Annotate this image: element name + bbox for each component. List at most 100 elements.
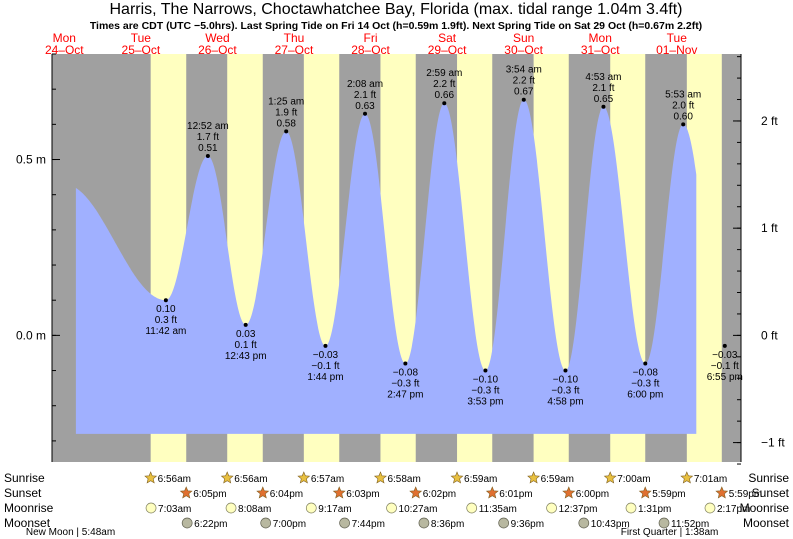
low-tide-time: 2:47 pm	[387, 390, 423, 401]
high-tide-point	[681, 122, 686, 127]
low-tide-time: 11:42 am	[145, 326, 186, 337]
day-of-week-label: Tue	[667, 31, 688, 45]
moonset-time: 11:52pm	[671, 519, 709, 530]
sunset-icon	[638, 486, 652, 499]
chart-title: Harris, The Narrows, Choctawhatchee Bay,…	[110, 1, 683, 18]
moonrise-icon	[305, 502, 317, 514]
sunrise-time: 6:59am	[464, 474, 497, 485]
high-tide-point	[601, 104, 606, 109]
sunset-icon	[256, 486, 270, 499]
sunrise-time: 6:57am	[311, 474, 344, 485]
left-axis-label: 0.5 m	[16, 153, 46, 167]
sunrise-icon	[680, 471, 694, 484]
moonset-time: 7:00pm	[273, 519, 306, 530]
low-tide-m: −0.03	[712, 350, 738, 361]
sunset-icon	[485, 486, 499, 499]
moonrise-time: 10:27am	[399, 504, 438, 515]
low-tide-point	[643, 361, 648, 366]
low-tide-m: −0.08	[633, 368, 659, 379]
low-tide-m: −0.08	[393, 368, 419, 379]
high-tide-ft: 2.1 ft	[592, 83, 614, 94]
high-tide-m: 0.67	[514, 87, 534, 98]
date-label: 30–Oct	[504, 43, 543, 57]
sunset-time: 6:05pm	[193, 489, 226, 500]
moonset-icon	[418, 517, 430, 529]
row-label-sunrise-left: Sunrise	[4, 471, 45, 485]
sunrise-time: 6:58am	[387, 474, 420, 485]
row-label-sunrise-right: Sunrise	[748, 471, 789, 485]
sunrise-icon	[297, 471, 311, 484]
high-tide-time: 5:53 am	[665, 89, 701, 100]
sunrise-time: 6:56am	[234, 474, 267, 485]
low-tide-time: 3:53 pm	[467, 397, 503, 408]
row-label-moonrise-left: Moonrise	[4, 501, 54, 515]
moonrise-icon	[546, 502, 557, 514]
sunset-time: 6:04pm	[270, 489, 303, 500]
high-tide-m: 0.51	[198, 143, 218, 154]
sunset-time: 6:03pm	[346, 489, 379, 500]
day-of-week-label: Tue	[131, 31, 152, 45]
date-label: 27–Oct	[275, 43, 314, 57]
date-label: 26–Oct	[198, 43, 237, 57]
moonrise-time: 8:08am	[238, 504, 271, 515]
high-tide-ft: 2.0 ft	[672, 100, 694, 111]
moonrise-time: 11:35am	[479, 504, 517, 515]
high-tide-m: 0.65	[594, 94, 614, 105]
day-of-week-label: Wed	[205, 31, 229, 45]
low-tide-time: 4:58 pm	[547, 397, 583, 408]
high-tide-point	[205, 154, 210, 158]
low-tide-point	[163, 298, 168, 303]
day-of-week-label: Mon	[589, 31, 612, 45]
moonrise-time: 7:03am	[158, 504, 191, 515]
sunrise-time: 7:01am	[694, 474, 727, 485]
moonrise-time: 2:17pm	[717, 504, 750, 515]
row-label-moonset-left: Moonset	[4, 516, 51, 530]
low-tide-ft: −0.3 ft	[551, 386, 579, 397]
moonrise-icon	[466, 502, 478, 514]
left-axis-label: 0.0 m	[16, 328, 46, 342]
date-label: 24–Oct	[45, 43, 84, 57]
sunrise-icon	[527, 471, 541, 484]
moonrise-time: 1:31pm	[638, 504, 671, 515]
sunrise-time: 7:00am	[617, 474, 650, 485]
sunset-time: 6:02pm	[423, 489, 456, 500]
high-tide-time: 4:53 am	[585, 72, 621, 83]
high-tide-point	[521, 97, 526, 102]
low-tide-ft: −0.1 ft	[311, 361, 339, 372]
low-tide-ft: −0.3 ft	[631, 379, 659, 390]
day-of-week-label: Sat	[438, 31, 457, 45]
low-tide-point	[722, 343, 727, 348]
sunrise-icon	[144, 471, 158, 484]
low-tide-ft: 0.3 ft	[155, 315, 177, 326]
low-tide-point	[563, 368, 568, 373]
sunset-time: 6:01pm	[499, 489, 532, 500]
right-axis-label: 1 ft	[761, 221, 778, 235]
day-labels: Mon24–OctTue25–OctWed26–OctThu27–OctFri2…	[45, 31, 697, 57]
sunset-icon	[179, 486, 193, 499]
sunset-time: 5:59pm	[729, 489, 762, 500]
high-tide-point	[363, 111, 368, 116]
date-label: 29–Oct	[428, 43, 467, 57]
low-tide-m: −0.10	[473, 375, 499, 386]
high-tide-m: 0.58	[276, 118, 296, 129]
day-of-week-label: Mon	[53, 31, 76, 45]
low-tide-ft: −0.1 ft	[711, 361, 739, 372]
moonrise-icon	[625, 502, 637, 514]
right-axis-label: 0 ft	[761, 328, 778, 342]
moon-phase-label: First Quarter | 1:38am	[621, 527, 719, 538]
high-tide-ft: 2.2 ft	[513, 76, 535, 87]
high-tide-m: 0.66	[435, 90, 455, 101]
high-tide-point	[442, 101, 447, 106]
high-tide-time: 2:08 am	[347, 79, 383, 90]
moonset-icon	[339, 517, 350, 529]
date-label: 25–Oct	[122, 43, 161, 57]
row-label-moonset-right: Moonset	[743, 516, 790, 530]
moonrise-icon	[145, 502, 157, 514]
right-axis-label: −1 ft	[761, 436, 785, 450]
moonrise-icon	[386, 502, 397, 514]
sunset-time: 6:00pm	[576, 489, 609, 500]
sunrise-time: 6:56am	[158, 474, 191, 485]
moonrise-time: 9:17am	[318, 504, 351, 515]
